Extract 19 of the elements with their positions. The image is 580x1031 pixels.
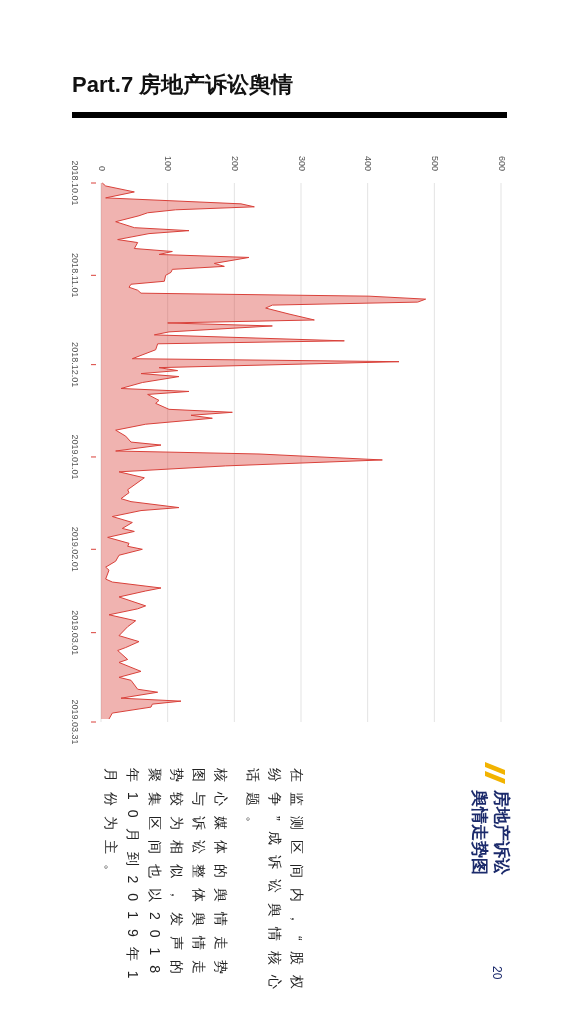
text: 核心媒体的舆情走势图与诉讼整体舆情走势较为相似，发声的聚集区间也以2018年10月到2019年1月份为主。 [102,768,230,991]
x-tick-label: 200 [229,155,240,171]
text: 20 [490,966,504,980]
chart-title: Part.7 房地产诉讼舆情 [72,71,294,99]
x-tick-label: 0 [96,165,107,171]
x-tick-label: 100 [163,155,174,171]
x-tick-label: 500 [429,155,440,171]
y-tick-label: 2019.03.01 [69,610,80,656]
x-tick-label: 600 [496,155,507,171]
x-tick-label: 400 [363,155,374,171]
y-tick-label: 2018.11.01 [69,253,80,298]
y-tick-label: 2019.01.01 [69,434,80,480]
x-tick-label: 300 [296,155,307,171]
y-tick-label: 2019.03.31 [69,699,80,745]
y-tick-label: 2019.02.01 [69,526,80,572]
text: 在监测区间内，“股权纷争”成诉讼舆情核心话题。 [244,768,306,1001]
text: 房地产诉讼舆情走势图 [469,790,512,877]
y-tick-label: 2018.12.01 [69,342,80,388]
y-tick-label: 2018.10.01 [69,160,80,206]
